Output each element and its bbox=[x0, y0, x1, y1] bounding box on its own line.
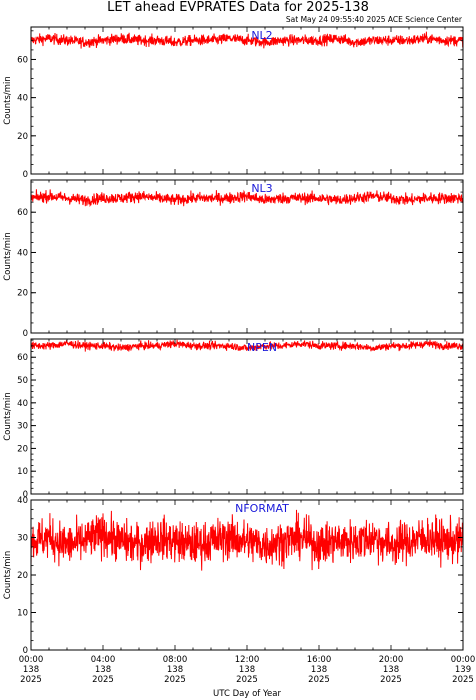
x-tick-label: 138 bbox=[167, 665, 183, 675]
series-line-nl2 bbox=[30, 31, 464, 49]
x-tick-label: 2025 bbox=[164, 675, 186, 685]
x-tick-label: 138 bbox=[311, 665, 327, 675]
y-tick-label: 0 bbox=[23, 646, 28, 656]
y-axis-title: Counts/min bbox=[3, 76, 13, 125]
y-tick-label: 0 bbox=[23, 490, 28, 500]
x-tick-label: 138 bbox=[95, 665, 111, 675]
x-tick-label: 00:00 bbox=[19, 655, 44, 665]
x-tick-label: 2025 bbox=[308, 675, 330, 685]
x-axis-labels: 00:00138202504:00138202508:00138202512:0… bbox=[19, 655, 476, 685]
panel-npen: 0 10 20 30 40 50 60 Counts/min NPEN bbox=[3, 338, 464, 500]
y-tick-label: 60 bbox=[17, 353, 28, 363]
x-tick-label: 2025 bbox=[92, 675, 114, 685]
chart-subtitle: Sat May 24 09:55:40 2025 ACE Science Cen… bbox=[286, 15, 463, 24]
panel-label: NFORMAT bbox=[235, 502, 289, 515]
x-tick-label: 2025 bbox=[236, 675, 258, 685]
x-tick-label: 04:00 bbox=[91, 655, 116, 665]
y-tick-label: 60 bbox=[17, 55, 28, 65]
x-tick-label: 2025 bbox=[20, 675, 42, 685]
panels-group: 0 20 40 60 Counts/min NL2 0 20 40 60 Counts/min NL3… bbox=[3, 26, 464, 656]
y-tick-label: 60 bbox=[17, 208, 28, 218]
series-line-npen bbox=[30, 339, 464, 352]
panel-label: NL3 bbox=[251, 182, 272, 195]
x-axis-title: UTC Day of Year bbox=[213, 689, 281, 699]
x-tick-label: 12:00 bbox=[235, 655, 260, 665]
panel-label: NL2 bbox=[251, 29, 272, 42]
x-tick-label: 2025 bbox=[452, 675, 474, 685]
y-axis-title: Counts/min bbox=[3, 392, 13, 441]
x-tick-label: 16:00 bbox=[307, 655, 332, 665]
panel-label: NPEN bbox=[247, 341, 277, 354]
plot-frame bbox=[30, 26, 464, 175]
y-tick-label: 40 bbox=[17, 399, 28, 409]
x-tick-label: 138 bbox=[23, 665, 39, 675]
x-tick-label: 139 bbox=[455, 665, 471, 675]
y-tick-label: 0 bbox=[23, 329, 28, 339]
y-tick-label: 40 bbox=[17, 496, 28, 506]
y-axis-title: Counts/min bbox=[3, 551, 13, 600]
panel-nl3: 0 20 40 60 Counts/min NL3 bbox=[3, 179, 464, 339]
x-tick-label: 08:00 bbox=[163, 655, 188, 665]
panel-nl2: 0 20 40 60 Counts/min NL2 bbox=[3, 26, 464, 180]
y-tick-label: 0 bbox=[23, 170, 28, 180]
x-tick-label: 138 bbox=[383, 665, 399, 675]
y-axis-title: Counts/min bbox=[3, 232, 13, 281]
series-line-nl3 bbox=[30, 189, 464, 208]
x-tick-label: 138 bbox=[239, 665, 255, 675]
x-tick-label: 2025 bbox=[380, 675, 402, 685]
y-tick-label: 50 bbox=[17, 376, 28, 386]
chart-title: LET ahead EVPRATES Data for 2025-138 bbox=[107, 0, 369, 15]
series-line-nformat bbox=[30, 509, 464, 571]
plot-frame bbox=[30, 338, 464, 495]
y-tick-label: 30 bbox=[17, 422, 28, 432]
y-tick-label: 30 bbox=[17, 534, 28, 544]
y-tick-label: 20 bbox=[17, 289, 28, 299]
y-tick-label: 20 bbox=[17, 571, 28, 581]
y-tick-label: 10 bbox=[17, 609, 28, 619]
y-tick-label: 20 bbox=[17, 132, 28, 142]
panel-nformat: 0 10 20 30 40 Counts/min NFORMAT bbox=[3, 496, 464, 656]
x-tick-label: 20:00 bbox=[379, 655, 404, 665]
plot-frame bbox=[30, 499, 464, 651]
y-tick-label: 40 bbox=[17, 248, 28, 258]
y-tick-label: 20 bbox=[17, 444, 28, 454]
y-tick-label: 10 bbox=[17, 467, 28, 477]
x-tick-label: 00:00 bbox=[451, 655, 476, 665]
y-tick-label: 40 bbox=[17, 94, 28, 104]
